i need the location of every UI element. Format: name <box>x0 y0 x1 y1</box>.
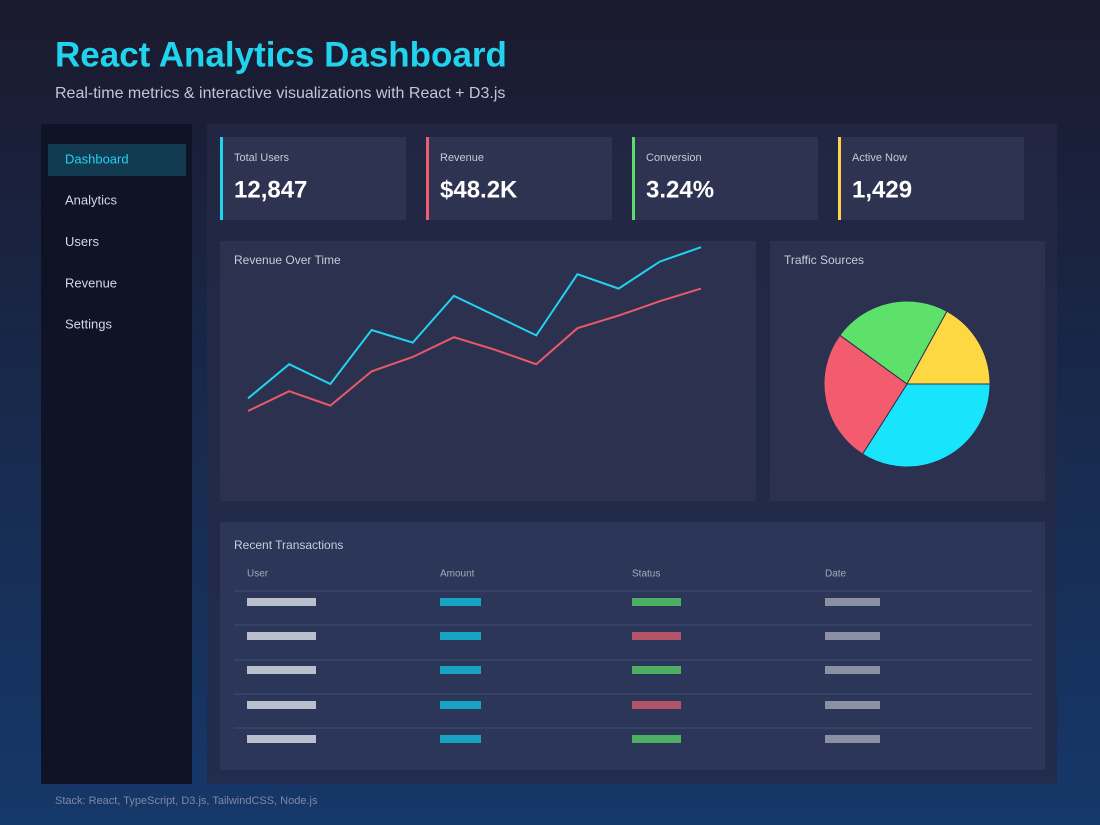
nav-item[interactable]: Settings <box>65 317 112 332</box>
kpi-label: Total Users <box>234 152 290 164</box>
date-placeholder <box>825 701 880 709</box>
status-placeholder <box>632 632 681 640</box>
kpi-accent <box>426 137 429 220</box>
amount-placeholder <box>440 598 481 606</box>
kpi-value: 12,847 <box>234 176 307 203</box>
kpi-label: Conversion <box>646 152 702 164</box>
column-header: Amount <box>440 569 475 580</box>
line-panel <box>220 241 756 501</box>
kpi-card <box>426 137 612 220</box>
line-series <box>247 287 702 412</box>
table-panel <box>220 522 1045 770</box>
user-placeholder <box>247 598 316 606</box>
nav-item[interactable]: Dashboard <box>65 151 129 166</box>
footer: Stack: React, TypeScript, D3.js, Tailwin… <box>55 795 318 807</box>
pie-slice <box>906 310 991 385</box>
kpi-value: 3.24% <box>646 176 714 203</box>
kpi-accent <box>220 137 223 220</box>
title: React Analytics Dashboard <box>55 35 507 74</box>
amount-placeholder <box>440 701 481 709</box>
kpi-value: $48.2K <box>440 176 518 203</box>
date-placeholder <box>825 632 880 640</box>
pie-slice <box>823 334 908 455</box>
kpi-card <box>838 137 1024 220</box>
kpi-accent <box>632 137 635 220</box>
kpi-card <box>220 137 406 220</box>
nav-active <box>48 144 186 176</box>
column-header: Date <box>825 569 847 580</box>
status-placeholder <box>632 735 681 743</box>
nav-item[interactable]: Users <box>65 234 99 249</box>
user-placeholder <box>247 632 316 640</box>
kpi-label: Revenue <box>440 152 484 164</box>
date-placeholder <box>825 598 880 606</box>
status-placeholder <box>632 666 681 674</box>
kpi-accent <box>838 137 841 220</box>
kpi-value: 1,429 <box>852 176 912 203</box>
table-title: Recent Transactions <box>234 538 343 552</box>
nav-item[interactable]: Revenue <box>65 275 117 290</box>
chart-title: Traffic Sources <box>784 253 864 267</box>
user-placeholder <box>247 666 316 674</box>
pie-slice <box>839 300 948 385</box>
amount-placeholder <box>440 666 481 674</box>
date-placeholder <box>825 666 880 674</box>
user-placeholder <box>247 735 316 743</box>
user-placeholder <box>247 701 316 709</box>
line-series <box>247 246 702 400</box>
subtitle: Real-time metrics & interactive visualiz… <box>55 85 505 102</box>
kpi-label: Active Now <box>852 152 907 164</box>
nav-item[interactable]: Analytics <box>65 193 118 208</box>
sidebar <box>41 124 192 784</box>
kpi-card <box>632 137 818 220</box>
amount-placeholder <box>440 735 481 743</box>
column-header: User <box>247 569 269 580</box>
amount-placeholder <box>440 632 481 640</box>
chart-title: Revenue Over Time <box>234 253 341 267</box>
date-placeholder <box>825 735 880 743</box>
status-placeholder <box>632 598 681 606</box>
status-placeholder <box>632 701 681 709</box>
column-header: Status <box>632 569 660 580</box>
